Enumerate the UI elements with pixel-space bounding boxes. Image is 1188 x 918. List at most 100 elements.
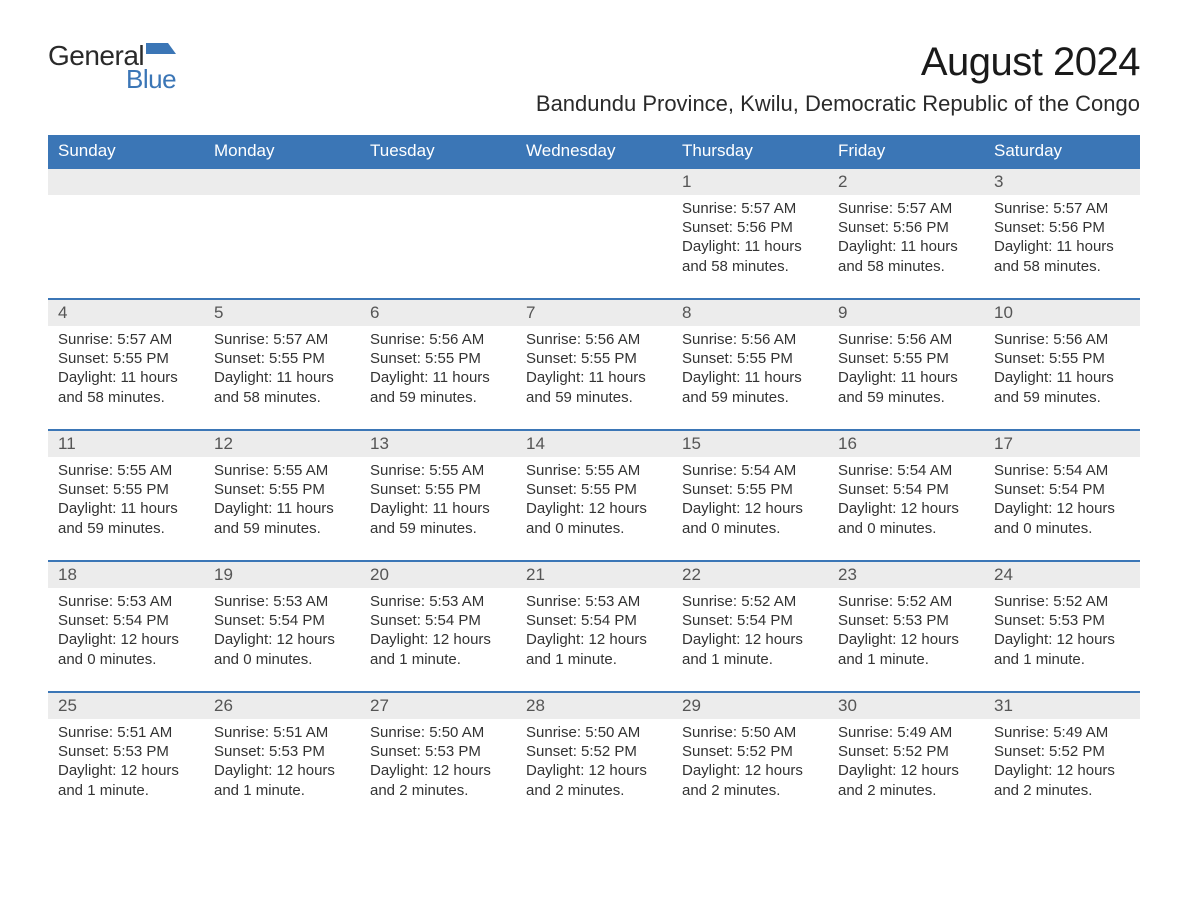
day-number-cell xyxy=(360,168,516,195)
day-number-cell: 25 xyxy=(48,692,204,719)
day-number-cell: 17 xyxy=(984,430,1140,457)
day-number-cell: 19 xyxy=(204,561,360,588)
sunset-line: Sunset: 5:54 PM xyxy=(682,611,818,630)
day-content-row: Sunrise: 5:57 AMSunset: 5:56 PMDaylight:… xyxy=(48,195,1140,299)
sunset-line: Sunset: 5:55 PM xyxy=(682,349,818,368)
day-number-row: 25262728293031 xyxy=(48,692,1140,719)
daylight-line: Daylight: 12 hours and 0 minutes. xyxy=(838,499,974,537)
sunrise-line: Sunrise: 5:57 AM xyxy=(994,199,1130,218)
day-number-cell: 23 xyxy=(828,561,984,588)
sunset-line: Sunset: 5:54 PM xyxy=(370,611,506,630)
day-number-cell: 20 xyxy=(360,561,516,588)
weekday-header: Thursday xyxy=(672,135,828,168)
daylight-line: Daylight: 11 hours and 58 minutes. xyxy=(994,237,1130,275)
day-number-cell: 12 xyxy=(204,430,360,457)
daylight-line: Daylight: 12 hours and 1 minute. xyxy=(682,630,818,668)
day-number-cell: 10 xyxy=(984,299,1140,326)
sunset-line: Sunset: 5:53 PM xyxy=(58,742,194,761)
day-content-cell: Sunrise: 5:52 AMSunset: 5:54 PMDaylight:… xyxy=(672,588,828,692)
day-number-cell xyxy=(204,168,360,195)
sunset-line: Sunset: 5:55 PM xyxy=(214,349,350,368)
sunset-line: Sunset: 5:55 PM xyxy=(526,480,662,499)
day-number-row: 45678910 xyxy=(48,299,1140,326)
day-number-cell xyxy=(48,168,204,195)
day-content-cell: Sunrise: 5:54 AMSunset: 5:55 PMDaylight:… xyxy=(672,457,828,561)
day-number-cell: 1 xyxy=(672,168,828,195)
calendar-table: SundayMondayTuesdayWednesdayThursdayFrid… xyxy=(48,135,1140,823)
day-number-cell: 13 xyxy=(360,430,516,457)
day-content-cell: Sunrise: 5:55 AMSunset: 5:55 PMDaylight:… xyxy=(360,457,516,561)
logo-text-blue: Blue xyxy=(126,64,176,95)
day-content-cell: Sunrise: 5:55 AMSunset: 5:55 PMDaylight:… xyxy=(48,457,204,561)
daylight-line: Daylight: 11 hours and 58 minutes. xyxy=(214,368,350,406)
sunrise-line: Sunrise: 5:56 AM xyxy=(838,330,974,349)
day-content-row: Sunrise: 5:57 AMSunset: 5:55 PMDaylight:… xyxy=(48,326,1140,430)
day-content-cell xyxy=(516,195,672,299)
day-content-cell: Sunrise: 5:53 AMSunset: 5:54 PMDaylight:… xyxy=(204,588,360,692)
sunset-line: Sunset: 5:56 PM xyxy=(682,218,818,237)
weekday-header: Wednesday xyxy=(516,135,672,168)
sunset-line: Sunset: 5:54 PM xyxy=(58,611,194,630)
sunset-line: Sunset: 5:56 PM xyxy=(994,218,1130,237)
day-content-cell: Sunrise: 5:57 AMSunset: 5:55 PMDaylight:… xyxy=(48,326,204,430)
sunset-line: Sunset: 5:55 PM xyxy=(370,480,506,499)
sunset-line: Sunset: 5:55 PM xyxy=(58,480,194,499)
day-content-cell: Sunrise: 5:56 AMSunset: 5:55 PMDaylight:… xyxy=(672,326,828,430)
day-content-cell: Sunrise: 5:55 AMSunset: 5:55 PMDaylight:… xyxy=(204,457,360,561)
daylight-line: Daylight: 12 hours and 1 minute. xyxy=(838,630,974,668)
day-number-row: 123 xyxy=(48,168,1140,195)
sunset-line: Sunset: 5:52 PM xyxy=(994,742,1130,761)
sunrise-line: Sunrise: 5:49 AM xyxy=(994,723,1130,742)
daylight-line: Daylight: 11 hours and 59 minutes. xyxy=(526,368,662,406)
sunrise-line: Sunrise: 5:52 AM xyxy=(994,592,1130,611)
day-content-cell: Sunrise: 5:55 AMSunset: 5:55 PMDaylight:… xyxy=(516,457,672,561)
day-number-cell: 2 xyxy=(828,168,984,195)
day-content-cell: Sunrise: 5:50 AMSunset: 5:53 PMDaylight:… xyxy=(360,719,516,823)
day-number-cell: 9 xyxy=(828,299,984,326)
day-number-cell: 8 xyxy=(672,299,828,326)
day-content-cell xyxy=(48,195,204,299)
sunrise-line: Sunrise: 5:54 AM xyxy=(838,461,974,480)
day-number-cell: 5 xyxy=(204,299,360,326)
sunrise-line: Sunrise: 5:55 AM xyxy=(370,461,506,480)
weekday-header: Sunday xyxy=(48,135,204,168)
day-number-cell: 15 xyxy=(672,430,828,457)
day-content-cell: Sunrise: 5:56 AMSunset: 5:55 PMDaylight:… xyxy=(360,326,516,430)
daylight-line: Daylight: 11 hours and 59 minutes. xyxy=(58,499,194,537)
sunrise-line: Sunrise: 5:52 AM xyxy=(682,592,818,611)
sunrise-line: Sunrise: 5:50 AM xyxy=(370,723,506,742)
sunrise-line: Sunrise: 5:53 AM xyxy=(58,592,194,611)
sunrise-line: Sunrise: 5:50 AM xyxy=(526,723,662,742)
daylight-line: Daylight: 12 hours and 1 minute. xyxy=(58,761,194,799)
day-content-cell: Sunrise: 5:52 AMSunset: 5:53 PMDaylight:… xyxy=(984,588,1140,692)
daylight-line: Daylight: 11 hours and 59 minutes. xyxy=(838,368,974,406)
day-number-row: 11121314151617 xyxy=(48,430,1140,457)
daylight-line: Daylight: 11 hours and 59 minutes. xyxy=(682,368,818,406)
sunrise-line: Sunrise: 5:57 AM xyxy=(838,199,974,218)
daylight-line: Daylight: 11 hours and 58 minutes. xyxy=(58,368,194,406)
weekday-header-row: SundayMondayTuesdayWednesdayThursdayFrid… xyxy=(48,135,1140,168)
day-number-row: 18192021222324 xyxy=(48,561,1140,588)
day-number-cell: 29 xyxy=(672,692,828,719)
day-content-cell: Sunrise: 5:50 AMSunset: 5:52 PMDaylight:… xyxy=(672,719,828,823)
daylight-line: Daylight: 12 hours and 0 minutes. xyxy=(682,499,818,537)
day-content-cell: Sunrise: 5:49 AMSunset: 5:52 PMDaylight:… xyxy=(828,719,984,823)
day-content-cell: Sunrise: 5:52 AMSunset: 5:53 PMDaylight:… xyxy=(828,588,984,692)
sunrise-line: Sunrise: 5:56 AM xyxy=(370,330,506,349)
sunset-line: Sunset: 5:54 PM xyxy=(214,611,350,630)
day-content-row: Sunrise: 5:55 AMSunset: 5:55 PMDaylight:… xyxy=(48,457,1140,561)
day-number-cell: 30 xyxy=(828,692,984,719)
sunset-line: Sunset: 5:52 PM xyxy=(682,742,818,761)
sunrise-line: Sunrise: 5:56 AM xyxy=(994,330,1130,349)
daylight-line: Daylight: 12 hours and 2 minutes. xyxy=(526,761,662,799)
sunrise-line: Sunrise: 5:55 AM xyxy=(526,461,662,480)
title-block: August 2024 Bandundu Province, Kwilu, De… xyxy=(536,40,1140,117)
sunset-line: Sunset: 5:55 PM xyxy=(838,349,974,368)
sunset-line: Sunset: 5:53 PM xyxy=(838,611,974,630)
daylight-line: Daylight: 12 hours and 1 minute. xyxy=(526,630,662,668)
day-content-cell: Sunrise: 5:57 AMSunset: 5:56 PMDaylight:… xyxy=(984,195,1140,299)
day-number-cell: 27 xyxy=(360,692,516,719)
header: General Blue August 2024 Bandundu Provin… xyxy=(48,40,1140,117)
sunset-line: Sunset: 5:53 PM xyxy=(994,611,1130,630)
sunset-line: Sunset: 5:53 PM xyxy=(370,742,506,761)
